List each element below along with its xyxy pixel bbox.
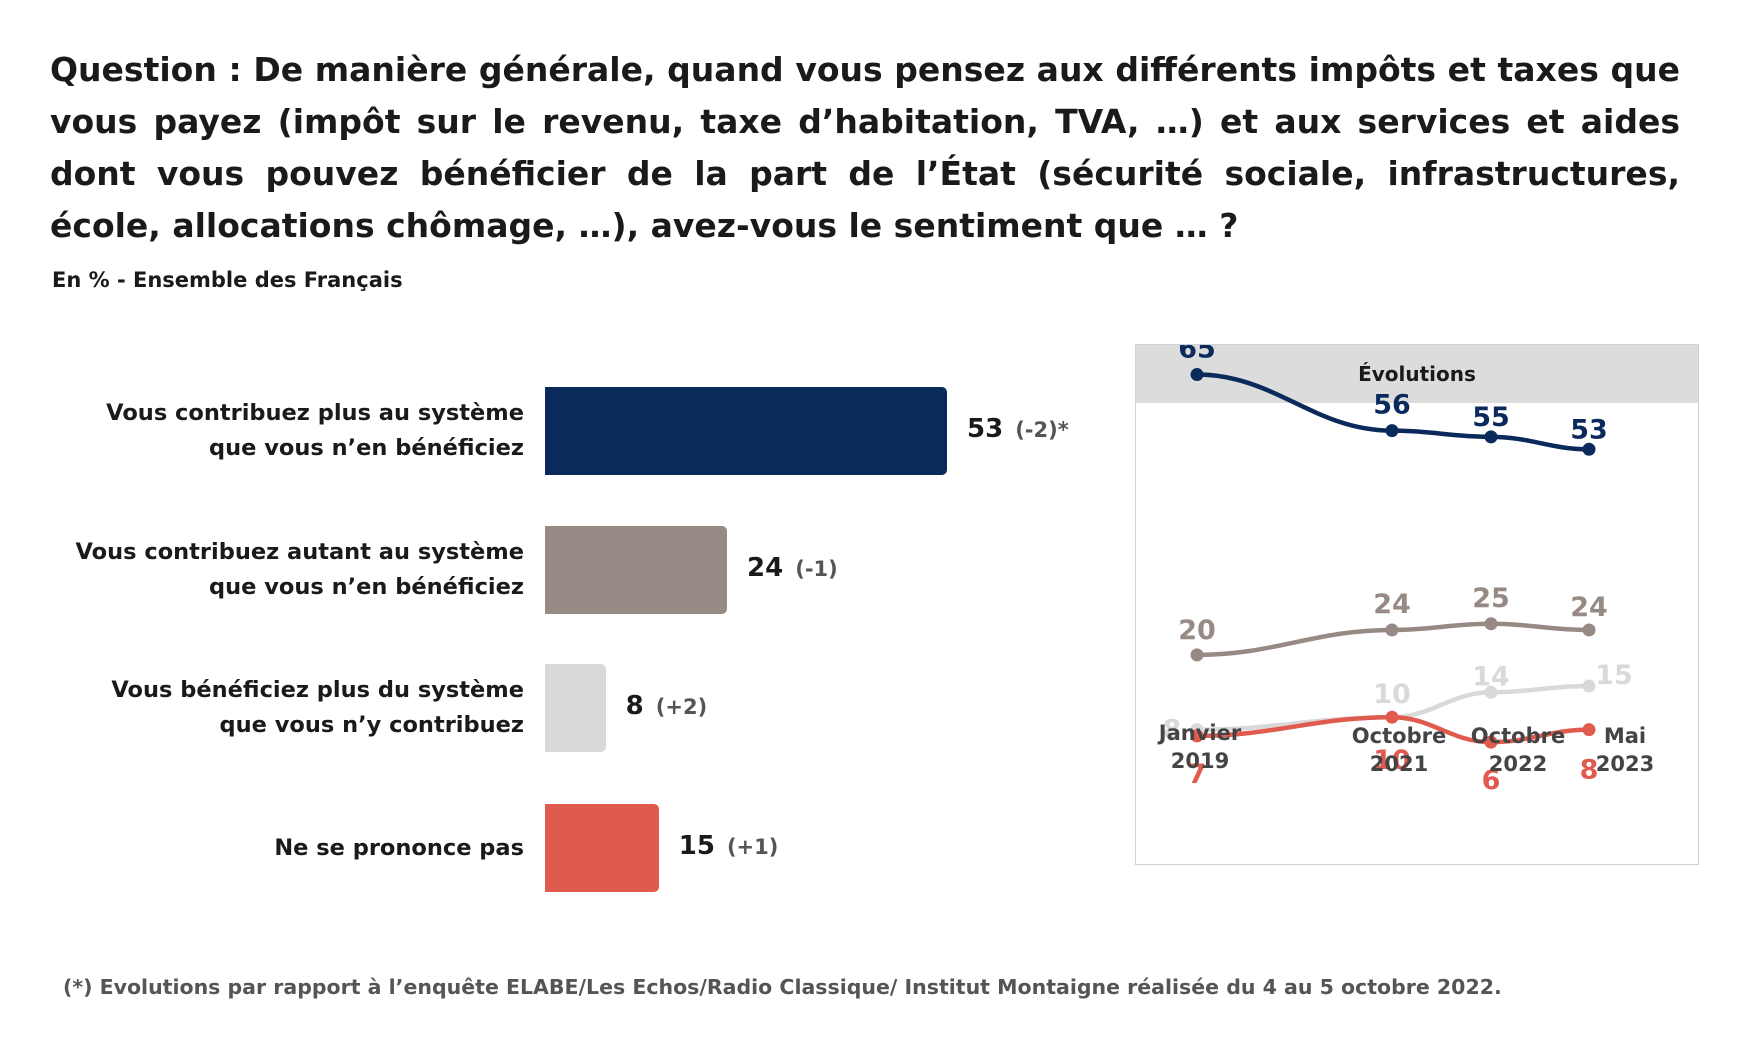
bar-label-line: Vous bénéficiez plus du système [111, 677, 524, 703]
series-point [1385, 710, 1399, 724]
series-line [1196, 683, 1590, 732]
bar-value: 8 [625, 691, 644, 721]
data-label: 24 [1570, 592, 1608, 623]
data-label: 24 [1373, 589, 1411, 620]
chart-subtitle: En % - Ensemble des Français [52, 268, 403, 292]
series-point [1582, 623, 1596, 637]
data-label: 6 [1482, 765, 1501, 796]
series-point [1582, 442, 1596, 456]
series-line [1196, 372, 1590, 452]
bar-label: Ne se prononce pas [54, 831, 524, 866]
evolution-title: Évolutions [1136, 345, 1698, 403]
series-point [1190, 368, 1204, 382]
data-label: 65 [1178, 345, 1216, 365]
bar-change: (+2) [655, 695, 708, 719]
x-tick-label: 2021 [1370, 752, 1428, 776]
bar-value-label: 8 (+2) [626, 691, 708, 721]
x-tick-label: 2019 [1171, 749, 1229, 773]
bar [545, 664, 606, 752]
data-label: 10 [1373, 679, 1411, 710]
bar-label-line: que vous n’y contribuez [219, 712, 524, 738]
evolution-panel: Évolutions 65 56 55 53 20 24 25 24 8 10 14 15 7 10 6 8 J… [1135, 344, 1699, 865]
data-label: 25 [1472, 583, 1510, 614]
series-point [1190, 729, 1204, 743]
series-point [1582, 679, 1596, 693]
bar-label-line: Ne se prononce pas [274, 834, 524, 861]
bar-label-line: Vous contribuez plus au système [106, 400, 524, 426]
series-point [1190, 648, 1204, 662]
bar [545, 526, 728, 614]
x-tick-label: Janvier [1157, 721, 1242, 745]
bar-value-label: 15 (+1) [679, 831, 779, 861]
series-point [1385, 424, 1399, 438]
bar-change: (-2)* [1015, 418, 1069, 442]
data-label: 55 [1472, 402, 1510, 433]
bar-value: 53 [967, 414, 1004, 444]
x-tick-label: 2023 [1596, 752, 1654, 776]
data-label: 8 [1580, 755, 1599, 786]
series-point [1582, 723, 1596, 737]
series-point [1484, 735, 1498, 749]
x-tick-label: 2022 [1489, 752, 1547, 776]
footnote: (*) Evolutions par rapport à l’enquête E… [63, 975, 1502, 999]
question-text: Question : De manière générale, quand vo… [50, 50, 1680, 245]
bar-value: 15 [678, 831, 715, 861]
series-line [1196, 621, 1590, 658]
x-tick-label: Octobre [1471, 724, 1565, 748]
bar-label-line: que vous n’en bénéficiez [209, 435, 524, 461]
data-label: 14 [1472, 661, 1510, 692]
data-label: 20 [1178, 615, 1216, 646]
bar [545, 387, 947, 475]
bar-value-label: 24 (-1) [747, 553, 838, 583]
bar-change: (+1) [726, 835, 779, 859]
data-label: 53 [1570, 414, 1608, 445]
series-point [1385, 623, 1399, 637]
series-point [1484, 430, 1498, 444]
bar-label: Vous contribuez autant au système que vo… [54, 535, 524, 605]
bar-label-line: que vous n’en bénéficiez [209, 574, 524, 600]
data-label: 10 [1373, 745, 1411, 776]
bar-label: Vous contribuez plus au système que vous… [54, 396, 524, 466]
series-point [1484, 685, 1498, 699]
bar-value-label: 53 (-2)* [967, 414, 1069, 444]
bar-value: 24 [747, 553, 784, 583]
bar-change: (-1) [795, 557, 838, 581]
x-tick-label: Octobre [1352, 724, 1446, 748]
data-label: 15 [1595, 660, 1633, 691]
data-label: 56 [1373, 390, 1411, 421]
data-label: 8 [1163, 715, 1182, 746]
bar-label-line: Vous contribuez autant au système [75, 539, 524, 565]
series-line [1196, 714, 1590, 745]
data-label: 7 [1188, 759, 1207, 790]
bar-label: Vous bénéficiez plus du système que vous… [54, 673, 524, 743]
bar [545, 804, 659, 892]
x-tick-label: Mai [1604, 724, 1646, 748]
series-point [1484, 617, 1498, 631]
